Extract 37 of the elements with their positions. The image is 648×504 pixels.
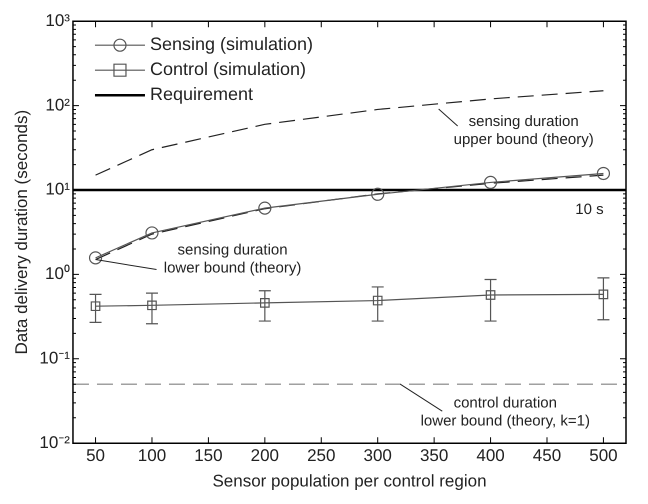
y-axis-title: Data delivery duration (seconds) <box>12 110 31 355</box>
point <box>371 188 384 201</box>
point <box>88 251 102 264</box>
annotation: sensing duration lower bound (theory) <box>164 242 302 277</box>
annotation: sensing duration upper bound (theory) <box>454 113 594 148</box>
annotation: 10 s <box>575 201 604 218</box>
point <box>258 202 272 215</box>
y-tick-label: 10³ <box>45 10 70 30</box>
y-tick-label: 10⁻¹ <box>39 348 70 368</box>
x-tick-label: 250 <box>307 446 336 466</box>
x-tick-label: 400 <box>476 446 505 466</box>
y-tick-label: 10² <box>45 95 70 114</box>
legend-label: Requirement <box>150 84 254 104</box>
point <box>147 300 157 310</box>
x-tick-label: 200 <box>250 446 280 466</box>
annotation: control duration lower bound (theory, k=1) <box>420 394 590 430</box>
x-axis-title: Sensor population per control region <box>212 471 487 490</box>
point <box>598 290 608 300</box>
point <box>260 298 270 308</box>
x-tick-label: 50 <box>86 446 106 466</box>
x-tick-label: 450 <box>532 446 562 466</box>
point <box>90 301 100 312</box>
x-tick-label: 350 <box>420 446 448 466</box>
point <box>145 226 159 240</box>
y-tick-label: 10⁻² <box>39 432 70 452</box>
x-tick-label: 300 <box>364 446 392 466</box>
x-tick-label: 150 <box>194 446 223 466</box>
point <box>484 176 498 190</box>
x-tick-label: 100 <box>138 446 166 466</box>
x-tick-label: 500 <box>589 446 618 466</box>
point <box>486 290 496 300</box>
point <box>596 166 610 180</box>
legend-label: Control (simulation) <box>150 59 306 80</box>
point <box>372 296 383 306</box>
y-tick-label: 10¹ <box>45 180 70 199</box>
legend-label: Sensing (simulation) <box>150 34 314 54</box>
y-tick-label: 10⁰ <box>45 264 70 284</box>
